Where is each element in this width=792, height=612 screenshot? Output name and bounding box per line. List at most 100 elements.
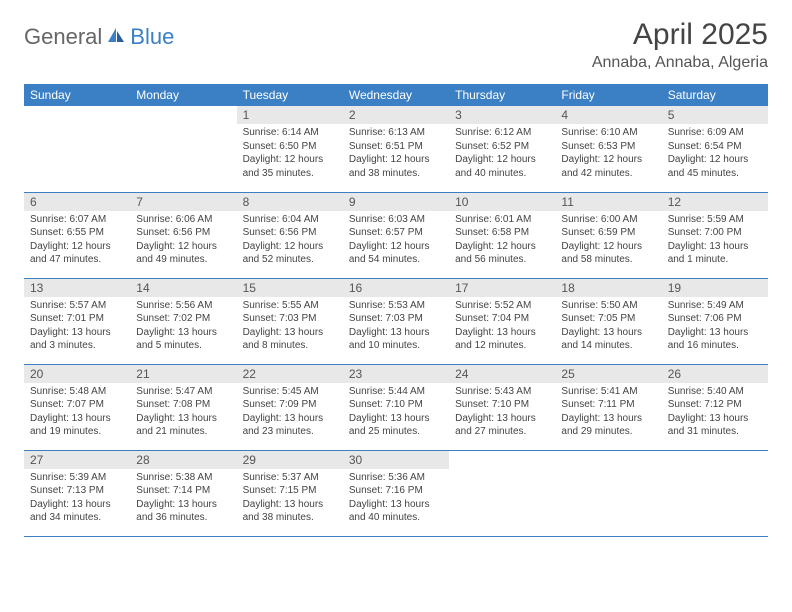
day-details: Sunrise: 6:04 AMSunset: 6:56 PMDaylight:… [237,211,343,271]
day-number: 2 [343,106,449,124]
sunrise-text: Sunrise: 5:41 AM [561,385,655,399]
day-details: Sunrise: 5:53 AMSunset: 7:03 PMDaylight:… [343,297,449,357]
sunset-text: Sunset: 6:52 PM [455,140,549,154]
daylight-text: Daylight: 13 hours and 1 minute. [668,240,762,267]
daylight-text: Daylight: 12 hours and 35 minutes. [243,153,337,180]
daylight-text: Daylight: 13 hours and 31 minutes. [668,412,762,439]
daylight-text: Daylight: 12 hours and 58 minutes. [561,240,655,267]
calendar-cell: 7Sunrise: 6:06 AMSunset: 6:56 PMDaylight… [130,192,236,278]
day-number: 19 [662,279,768,297]
calendar-cell: 10Sunrise: 6:01 AMSunset: 6:58 PMDayligh… [449,192,555,278]
day-details: Sunrise: 5:38 AMSunset: 7:14 PMDaylight:… [130,469,236,529]
calendar-cell: 21Sunrise: 5:47 AMSunset: 7:08 PMDayligh… [130,364,236,450]
day-number: 26 [662,365,768,383]
day-number: 12 [662,193,768,211]
daylight-text: Daylight: 12 hours and 38 minutes. [349,153,443,180]
calendar-cell: 18Sunrise: 5:50 AMSunset: 7:05 PMDayligh… [555,278,661,364]
sunrise-text: Sunrise: 5:45 AM [243,385,337,399]
daylight-text: Daylight: 12 hours and 49 minutes. [136,240,230,267]
calendar-cell: 13Sunrise: 5:57 AMSunset: 7:01 PMDayligh… [24,278,130,364]
calendar-cell: 26Sunrise: 5:40 AMSunset: 7:12 PMDayligh… [662,364,768,450]
day-details: Sunrise: 5:39 AMSunset: 7:13 PMDaylight:… [24,469,130,529]
calendar-body: 1Sunrise: 6:14 AMSunset: 6:50 PMDaylight… [24,106,768,536]
sunset-text: Sunset: 7:03 PM [243,312,337,326]
calendar-cell: 30Sunrise: 5:36 AMSunset: 7:16 PMDayligh… [343,450,449,536]
brand-part1: General [24,24,102,50]
daylight-text: Daylight: 12 hours and 52 minutes. [243,240,337,267]
calendar-cell: 11Sunrise: 6:00 AMSunset: 6:59 PMDayligh… [555,192,661,278]
day-details: Sunrise: 6:10 AMSunset: 6:53 PMDaylight:… [555,124,661,184]
sunrise-text: Sunrise: 6:01 AM [455,213,549,227]
calendar-row: 1Sunrise: 6:14 AMSunset: 6:50 PMDaylight… [24,106,768,192]
day-number: 10 [449,193,555,211]
daylight-text: Daylight: 13 hours and 16 minutes. [668,326,762,353]
day-details: Sunrise: 5:37 AMSunset: 7:15 PMDaylight:… [237,469,343,529]
sunrise-text: Sunrise: 5:57 AM [30,299,124,313]
calendar-row: 13Sunrise: 5:57 AMSunset: 7:01 PMDayligh… [24,278,768,364]
calendar-table: SundayMondayTuesdayWednesdayThursdayFrid… [24,84,768,537]
sunset-text: Sunset: 7:16 PM [349,484,443,498]
calendar-cell [662,450,768,536]
day-header: Saturday [662,84,768,106]
daylight-text: Daylight: 13 hours and 23 minutes. [243,412,337,439]
sunset-text: Sunset: 6:56 PM [136,226,230,240]
day-details: Sunrise: 5:59 AMSunset: 7:00 PMDaylight:… [662,211,768,271]
calendar-row: 6Sunrise: 6:07 AMSunset: 6:55 PMDaylight… [24,192,768,278]
daylight-text: Daylight: 13 hours and 5 minutes. [136,326,230,353]
calendar-cell: 4Sunrise: 6:10 AMSunset: 6:53 PMDaylight… [555,106,661,192]
day-number: 29 [237,451,343,469]
day-number: 27 [24,451,130,469]
day-details: Sunrise: 6:03 AMSunset: 6:57 PMDaylight:… [343,211,449,271]
day-number: 9 [343,193,449,211]
daylight-text: Daylight: 13 hours and 40 minutes. [349,498,443,525]
day-details: Sunrise: 5:55 AMSunset: 7:03 PMDaylight:… [237,297,343,357]
sunset-text: Sunset: 6:58 PM [455,226,549,240]
calendar-cell: 6Sunrise: 6:07 AMSunset: 6:55 PMDaylight… [24,192,130,278]
calendar-cell: 23Sunrise: 5:44 AMSunset: 7:10 PMDayligh… [343,364,449,450]
sunset-text: Sunset: 7:10 PM [349,398,443,412]
day-number: 8 [237,193,343,211]
sunrise-text: Sunrise: 5:56 AM [136,299,230,313]
sunrise-text: Sunrise: 5:43 AM [455,385,549,399]
day-number: 22 [237,365,343,383]
sunset-text: Sunset: 7:01 PM [30,312,124,326]
calendar-row: 20Sunrise: 5:48 AMSunset: 7:07 PMDayligh… [24,364,768,450]
day-details: Sunrise: 6:14 AMSunset: 6:50 PMDaylight:… [237,124,343,184]
calendar-cell [130,106,236,192]
daylight-text: Daylight: 12 hours and 47 minutes. [30,240,124,267]
page-header: General Blue April 2025 Annaba, Annaba, … [24,18,768,72]
calendar-cell: 20Sunrise: 5:48 AMSunset: 7:07 PMDayligh… [24,364,130,450]
day-header: Tuesday [237,84,343,106]
daylight-text: Daylight: 12 hours and 45 minutes. [668,153,762,180]
calendar-cell: 16Sunrise: 5:53 AMSunset: 7:03 PMDayligh… [343,278,449,364]
day-details: Sunrise: 5:47 AMSunset: 7:08 PMDaylight:… [130,383,236,443]
sunset-text: Sunset: 7:14 PM [136,484,230,498]
calendar-cell: 5Sunrise: 6:09 AMSunset: 6:54 PMDaylight… [662,106,768,192]
sunset-text: Sunset: 7:09 PM [243,398,337,412]
day-number: 16 [343,279,449,297]
brand-logo: General Blue [24,18,174,50]
sail-icon [106,24,126,50]
daylight-text: Daylight: 13 hours and 14 minutes. [561,326,655,353]
daylight-text: Daylight: 13 hours and 34 minutes. [30,498,124,525]
day-details: Sunrise: 5:36 AMSunset: 7:16 PMDaylight:… [343,469,449,529]
day-details: Sunrise: 5:40 AMSunset: 7:12 PMDaylight:… [662,383,768,443]
calendar-cell [24,106,130,192]
sunset-text: Sunset: 6:59 PM [561,226,655,240]
sunset-text: Sunset: 6:54 PM [668,140,762,154]
sunrise-text: Sunrise: 5:37 AM [243,471,337,485]
day-number: 24 [449,365,555,383]
day-details: Sunrise: 5:56 AMSunset: 7:02 PMDaylight:… [130,297,236,357]
day-details: Sunrise: 5:41 AMSunset: 7:11 PMDaylight:… [555,383,661,443]
sunset-text: Sunset: 7:04 PM [455,312,549,326]
day-details: Sunrise: 6:09 AMSunset: 6:54 PMDaylight:… [662,124,768,184]
sunset-text: Sunset: 7:11 PM [561,398,655,412]
sunrise-text: Sunrise: 5:38 AM [136,471,230,485]
sunrise-text: Sunrise: 6:12 AM [455,126,549,140]
day-number: 15 [237,279,343,297]
sunset-text: Sunset: 6:53 PM [561,140,655,154]
sunrise-text: Sunrise: 5:44 AM [349,385,443,399]
day-number: 28 [130,451,236,469]
day-number: 17 [449,279,555,297]
day-number: 1 [237,106,343,124]
